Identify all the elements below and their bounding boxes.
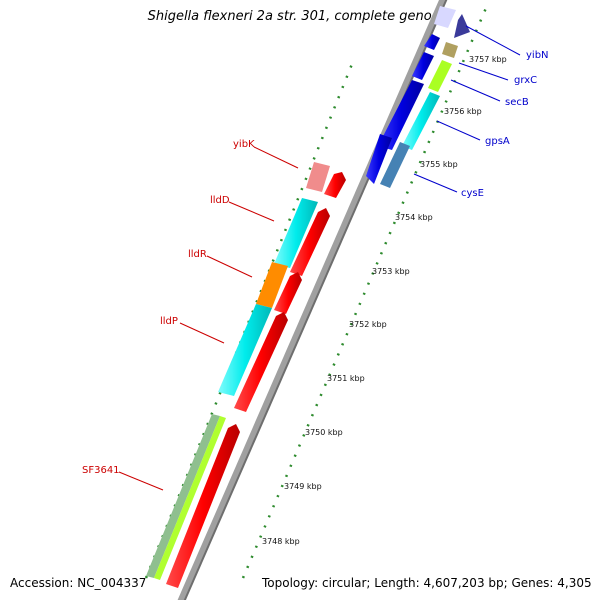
gene-lldP-block [218,304,272,396]
gene-yibN-arrow [454,14,470,38]
gene-SF3641-arrow [166,424,240,588]
kbp-label: 3748 kbp [262,537,300,546]
gene-cysE-blue [366,134,392,184]
gene-lldD-arrow [290,208,330,276]
gene-yibK-arrow [324,172,346,198]
gene-SF3641-green2 [154,416,226,580]
gene-gpsA-cyan [402,92,440,150]
gene-secB-lime [428,60,452,92]
gene-lldP-arrow [234,312,288,412]
leader-line [228,201,275,222]
gene-label-cysE: cysE [461,188,484,199]
gene-label-yibN: yibN [526,50,549,61]
right-gene-labels: yibN grxC secB gpsA cysE [413,25,549,199]
leader-line [465,25,521,56]
kbp-label: 3757 kbp [469,55,507,64]
kbp-label: 3755 kbp [420,160,458,169]
scale-labels: 3748 kbp 3749 kbp 3750 kbp 3751 kbp 3752… [262,55,507,546]
left-features [146,162,346,588]
kbp-label: 3749 kbp [284,482,322,491]
right-features [366,6,470,188]
right-tick-track [241,7,488,579]
gene-lldR-arrow [274,272,302,314]
gene-grxC-tan [442,42,458,58]
leader-line [118,471,164,491]
gene-grxC-blue [424,34,440,50]
kbp-label: 3754 kbp [395,213,433,222]
kbp-label: 3750 kbp [305,428,343,437]
gene-cysE-steel [380,142,410,188]
leader-line [413,173,458,193]
gene-yibK-light [306,162,330,192]
gene-lldR-block [256,262,288,308]
gene-label-lldP: lldP [160,316,178,327]
gene-secB-blue [412,52,434,80]
gene-label-secB: secB [505,97,529,108]
left-gene-labels: yibK lldD lldR lldP SF3641 [82,139,299,491]
leader-line [450,79,501,102]
kbp-label: 3756 kbp [444,107,482,116]
leader-line [253,146,299,169]
gene-label-lldR: lldR [188,249,207,260]
leader-line [436,120,481,141]
genome-title: Shigella flexneri 2a str. 301, complete … [147,9,453,24]
gene-label-lldD: lldD [210,195,230,206]
gene-yibN-light [434,6,456,28]
gene-lldD-block [274,198,318,268]
gene-label-gpsA: gpsA [485,136,510,147]
genome-backbone [177,0,446,600]
kbp-label: 3753 kbp [372,267,410,276]
gene-SF3641-green1 [146,414,220,578]
kbp-label: 3752 kbp [349,320,387,329]
leader-line [206,255,253,278]
gene-label-SF3641: SF3641 [82,465,120,476]
leader-line [458,62,509,81]
gene-label-grxC: grxC [514,75,537,86]
gene-label-yibK: yibK [233,139,255,150]
kbp-label: 3751 kbp [327,374,365,383]
topology-text: Topology: circular; Length: 4,607,203 bp… [262,576,592,590]
gene-gpsA-blue [378,80,424,150]
accession-text: Accession: NC_004337 [10,576,147,590]
leader-line [179,322,225,344]
